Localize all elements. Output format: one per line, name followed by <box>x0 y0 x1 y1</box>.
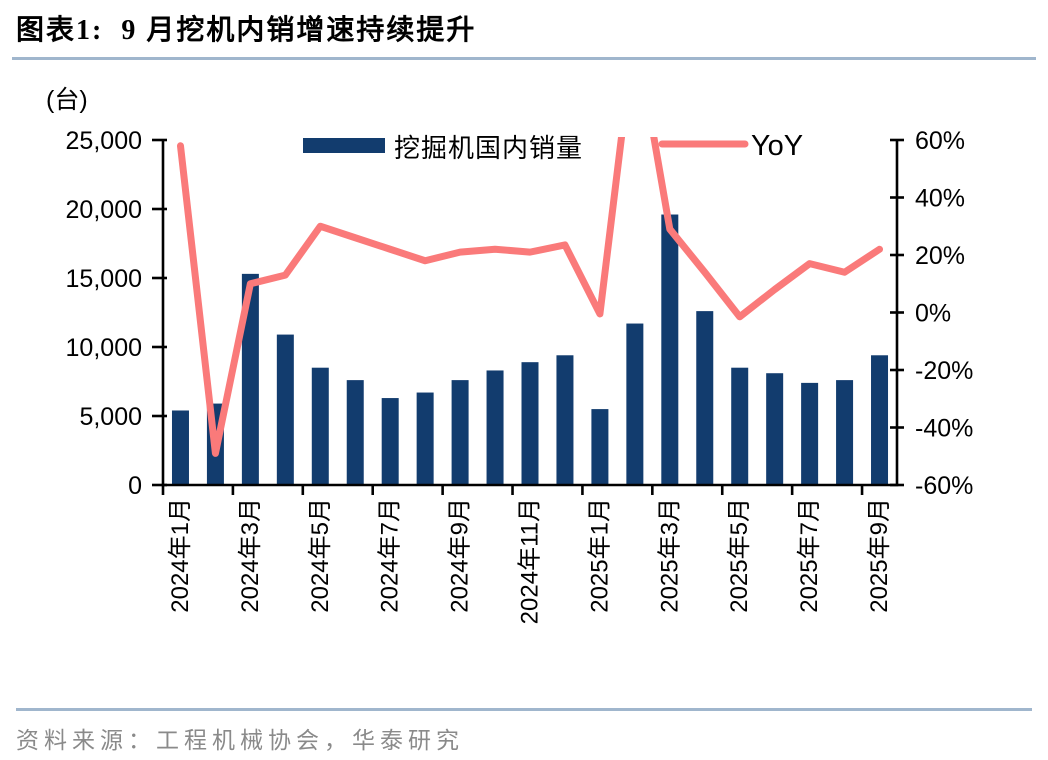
x-tick-label: 2025年7月 <box>796 498 823 613</box>
legend-bar-label: 挖掘机国内销量 <box>394 134 583 163</box>
x-tick-label: 2025年3月 <box>656 498 683 613</box>
x-axis-ticks <box>161 485 864 495</box>
bar-2025年1月 <box>591 409 609 485</box>
x-tick-label: 2025年9月 <box>866 498 893 613</box>
x-tick-label: 2025年5月 <box>726 498 753 613</box>
chart-area: (台) 0 5,000 10,000 15,000 20,000 25,000 -60% -40… <box>0 60 1048 708</box>
right-tick-label: 0% <box>915 300 951 328</box>
x-tick-label: 2024年3月 <box>237 498 264 613</box>
right-tick-label: -40% <box>915 415 973 443</box>
bar-2024年7月 <box>381 398 399 485</box>
left-tick-label: 25,000 <box>66 127 142 155</box>
footer-divider <box>16 708 1032 711</box>
bar-2025年5月 <box>731 367 749 485</box>
bar-2025年3月 <box>661 214 679 485</box>
yoy-line-group <box>176 137 884 457</box>
bar-2024年10月 <box>486 370 504 485</box>
bar-2024年1月 <box>171 410 189 485</box>
left-tick-label: 5,000 <box>79 403 142 431</box>
bar-2025年8月 <box>836 380 854 485</box>
legend: 挖掘机国内销量 YoY <box>303 130 803 163</box>
x-tick-label: 2024年1月 <box>167 498 194 613</box>
bar-2024年9月 <box>451 380 469 485</box>
bar-2024年5月 <box>311 367 329 485</box>
x-tick-label: 2024年9月 <box>447 498 474 613</box>
legend-bar-swatch <box>303 138 385 153</box>
x-tick-label: 2024年11月 <box>517 498 544 624</box>
x-tick-label: 2025年1月 <box>586 498 613 613</box>
bar-2025年6月 <box>766 373 784 485</box>
bar-2024年6月 <box>346 380 364 485</box>
bar-2025年2月 <box>626 323 644 485</box>
bar-2024年11月 <box>521 362 539 485</box>
bar-2024年12月 <box>556 355 574 485</box>
right-tick-label: -20% <box>915 357 973 385</box>
x-tick-label: 2024年7月 <box>377 498 404 613</box>
left-tick-label: 20,000 <box>66 196 142 224</box>
bar-2024年4月 <box>276 334 294 485</box>
left-axis-ticks: 0 5,000 10,000 15,000 20,000 25,000 <box>66 127 167 500</box>
page-title: 图表1: 9 月挖机内销增速持续提升 <box>16 15 477 46</box>
right-tick-label: 40% <box>915 185 965 213</box>
left-tick-label: 15,000 <box>66 265 142 293</box>
right-tick-label: 20% <box>915 242 965 270</box>
left-tick-label: 10,000 <box>66 334 142 362</box>
left-axis-unit-label: (台) <box>46 86 88 114</box>
left-tick-label: 0 <box>128 472 142 500</box>
bar-2025年4月 <box>696 311 714 485</box>
bar-2024年3月 <box>241 273 259 485</box>
right-axis-ticks: -60% -40% -20% 0% 20% 40% 60% <box>890 127 973 500</box>
bar-2024年8月 <box>416 392 434 485</box>
x-axis-labels: 2024年1月 2024年3月 2024年5月 2024年7月 2024年9月 2024年… <box>167 498 893 624</box>
right-tick-label: -60% <box>915 472 973 500</box>
source-note: 资料来源：工程机械协会，华泰研究 <box>16 728 464 753</box>
yoy-line <box>176 137 884 457</box>
x-tick-label: 2024年5月 <box>307 498 334 613</box>
bar-2025年9月 <box>871 355 889 485</box>
chart-header: 图表1: 9 月挖机内销增速持续提升 <box>12 0 1036 60</box>
legend-line-label: YoY <box>751 130 803 162</box>
excavator-sales-combo-chart: (台) 0 5,000 10,000 15,000 20,000 25,000 -60% -40… <box>46 86 973 624</box>
bar-2025年7月 <box>801 382 819 485</box>
right-tick-label: 60% <box>915 127 965 155</box>
bars-group <box>171 214 889 485</box>
